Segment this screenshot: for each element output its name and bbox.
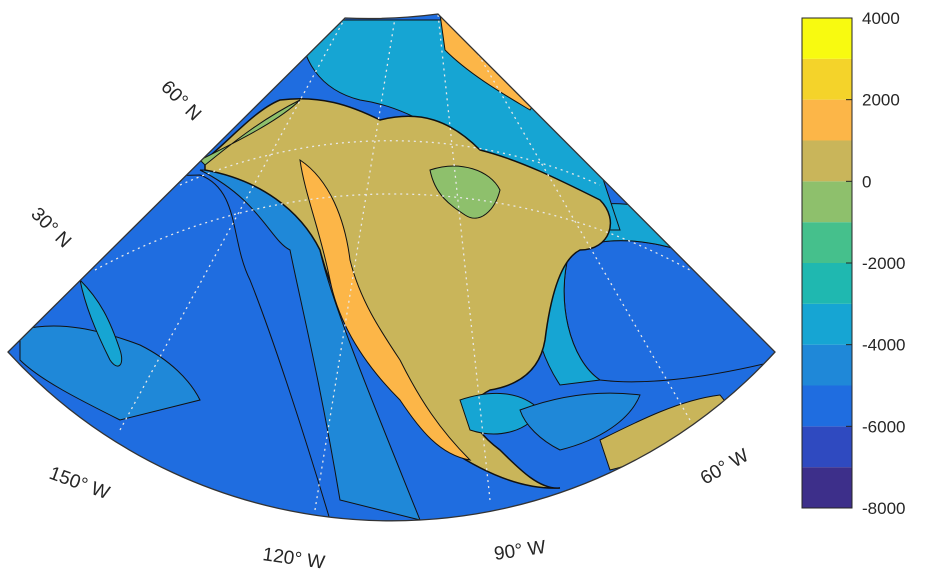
- colorbar-tick-label: 0: [862, 172, 871, 191]
- atlantic-deep: [563, 240, 775, 383]
- graticule: [94, 14, 691, 511]
- colorbar-tick-label: -4000: [862, 336, 905, 355]
- colorbar-level-1: [802, 426, 852, 468]
- colorbar-level-9: [802, 99, 852, 141]
- colorbar-level-10: [802, 58, 852, 100]
- caribbean-sea: [519, 392, 641, 451]
- colorbar: 4000 2000 0 -2000 -4000 -6000 -8000: [801, 9, 905, 518]
- label-lon-120: 120° W: [261, 544, 326, 574]
- colorbar-level-11: [802, 18, 852, 59]
- label-lon-150: 150° W: [46, 463, 112, 504]
- coastal-shelf: [199, 99, 301, 166]
- label-lon-60: 60° W: [697, 445, 753, 489]
- label-lon-90: 90° W: [493, 537, 547, 565]
- map-frame: [7, 13, 776, 522]
- rockies: [299, 158, 472, 461]
- hawaii-ridge: [79, 278, 123, 367]
- colorbar-level-8: [802, 140, 852, 182]
- colorbar-tick-label: 4000: [862, 9, 900, 28]
- colorbar-tick-label: -8000: [862, 499, 905, 518]
- colorbar-tick-label: -6000: [862, 417, 905, 436]
- colorbar-level-0: [802, 467, 852, 508]
- colorbar-level-5: [802, 263, 852, 304]
- colorbar-tick-label: 2000: [862, 91, 900, 110]
- colorbar-level-3: [802, 344, 852, 386]
- colorbar-tick-label: -2000: [862, 254, 905, 273]
- colorbar-level-2: [802, 385, 852, 427]
- colorbar-level-4: [802, 303, 852, 345]
- pacific-shelf: [19, 325, 201, 421]
- label-lat-60: 60° N: [156, 77, 205, 126]
- colorbar-level-6: [802, 222, 852, 263]
- label-lat-30: 30° N: [26, 204, 75, 253]
- colorbar-level-7: [802, 181, 852, 223]
- map-area: [8, 14, 775, 521]
- hudson-bay: [429, 165, 501, 219]
